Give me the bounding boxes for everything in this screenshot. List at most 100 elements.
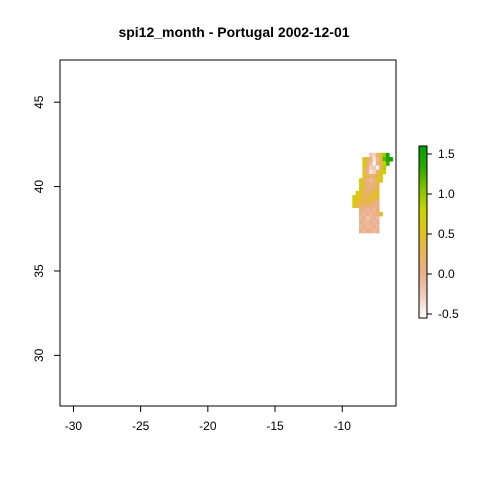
raster-cell <box>369 211 373 217</box>
raster-cell <box>362 169 367 175</box>
raster-cell <box>362 157 367 162</box>
raster-cell <box>375 182 380 187</box>
raster-cell <box>375 216 380 221</box>
raster-cell <box>369 195 373 200</box>
raster-cell <box>372 182 377 187</box>
raster-cell <box>372 178 377 183</box>
raster-cell <box>359 216 363 221</box>
raster-cell <box>375 157 380 162</box>
raster-cell <box>365 207 370 213</box>
raster-cell <box>372 228 377 234</box>
raster-cell <box>382 152 387 158</box>
raster-cell <box>372 190 377 196</box>
raster-cell <box>362 190 367 196</box>
raster-cell <box>355 195 360 200</box>
raster-cell <box>355 190 360 196</box>
raster-cell <box>372 165 377 171</box>
legend-tick-label: 0.5 <box>438 227 455 241</box>
raster-cell <box>359 182 363 187</box>
raster-cell <box>362 203 367 208</box>
raster-cell <box>382 157 387 162</box>
raster-cell <box>375 224 380 230</box>
raster-cell <box>352 203 356 208</box>
raster-cell <box>359 224 363 230</box>
raster-cell <box>372 169 377 175</box>
raster-cell <box>369 178 373 183</box>
x-axis: -30 -25 -20 -15 -10 <box>65 405 351 433</box>
raster-cell <box>365 190 370 196</box>
raster-cell <box>372 195 377 200</box>
raster-cell <box>385 157 390 162</box>
raster-cell <box>362 195 367 200</box>
raster-cell <box>369 173 373 179</box>
raster-cell <box>375 169 380 175</box>
raster-cell <box>379 161 383 166</box>
raster-cell <box>375 207 380 213</box>
raster-cell <box>362 186 367 192</box>
legend-ticks: -0.5 0.0 0.5 1.0 1.5 <box>427 147 459 321</box>
raster-cell <box>375 161 380 166</box>
raster-cell <box>352 199 356 204</box>
raster-cell <box>359 195 363 200</box>
raster-cell <box>385 161 390 166</box>
raster-cell <box>369 203 373 208</box>
raster-cell <box>379 173 383 179</box>
raster-cell <box>369 228 373 234</box>
raster-cell <box>369 161 373 166</box>
raster-cell <box>372 161 377 166</box>
raster-cell <box>362 220 367 225</box>
legend-tick-label: 1.5 <box>438 147 455 161</box>
raster-cell <box>359 178 363 183</box>
raster-cell <box>375 173 380 179</box>
raster-cell <box>385 152 390 158</box>
raster-cell <box>362 224 367 230</box>
legend-tick-label: -0.5 <box>438 307 459 321</box>
raster-cell <box>375 152 380 158</box>
raster-cell <box>382 165 387 171</box>
raster-cell <box>379 178 383 183</box>
raster-cell <box>369 224 373 230</box>
chart-title: spi12_month - Portugal 2002-12-01 <box>118 24 349 40</box>
raster-cell <box>369 165 373 171</box>
raster-cell <box>389 157 393 162</box>
raster-cell <box>369 186 373 192</box>
raster-cell <box>365 186 370 192</box>
raster-cell <box>352 195 356 200</box>
color-legend: -0.5 0.0 0.5 1.0 1.5 <box>418 145 459 321</box>
y-tick-label: 35 <box>32 264 46 278</box>
raster-cell <box>369 157 373 162</box>
raster-cell <box>365 161 370 166</box>
raster-cell <box>369 216 373 221</box>
raster-cell <box>365 224 370 230</box>
y-tick-label: 45 <box>32 95 46 109</box>
raster-cell <box>365 203 370 208</box>
y-tick-label: 30 <box>32 348 46 362</box>
raster-cell <box>362 178 367 183</box>
raster-cell <box>375 203 380 208</box>
raster-cell <box>369 169 373 175</box>
raster-cell <box>372 207 377 213</box>
raster-cell <box>382 161 387 166</box>
raster-cell <box>359 220 363 225</box>
raster-cell <box>365 182 370 187</box>
raster-cell <box>369 199 373 204</box>
raster-cell <box>375 195 380 200</box>
x-tick-label: -20 <box>199 419 217 433</box>
raster-cell <box>359 228 363 234</box>
raster-cell <box>365 199 370 204</box>
raster-cell <box>362 211 367 217</box>
raster-cell <box>365 195 370 200</box>
legend-color-bar <box>418 145 428 319</box>
raster-cell <box>375 211 380 217</box>
raster-cell <box>372 152 377 158</box>
raster-cell <box>359 199 363 204</box>
raster-cell <box>365 157 370 162</box>
raster-cell <box>379 157 383 162</box>
raster-cell <box>379 169 383 175</box>
raster-cell <box>359 203 363 208</box>
raster-cell <box>379 211 383 217</box>
raster-cell <box>365 178 370 183</box>
raster-cell <box>362 165 367 171</box>
raster-cell <box>369 190 373 196</box>
raster-cell <box>369 207 373 213</box>
